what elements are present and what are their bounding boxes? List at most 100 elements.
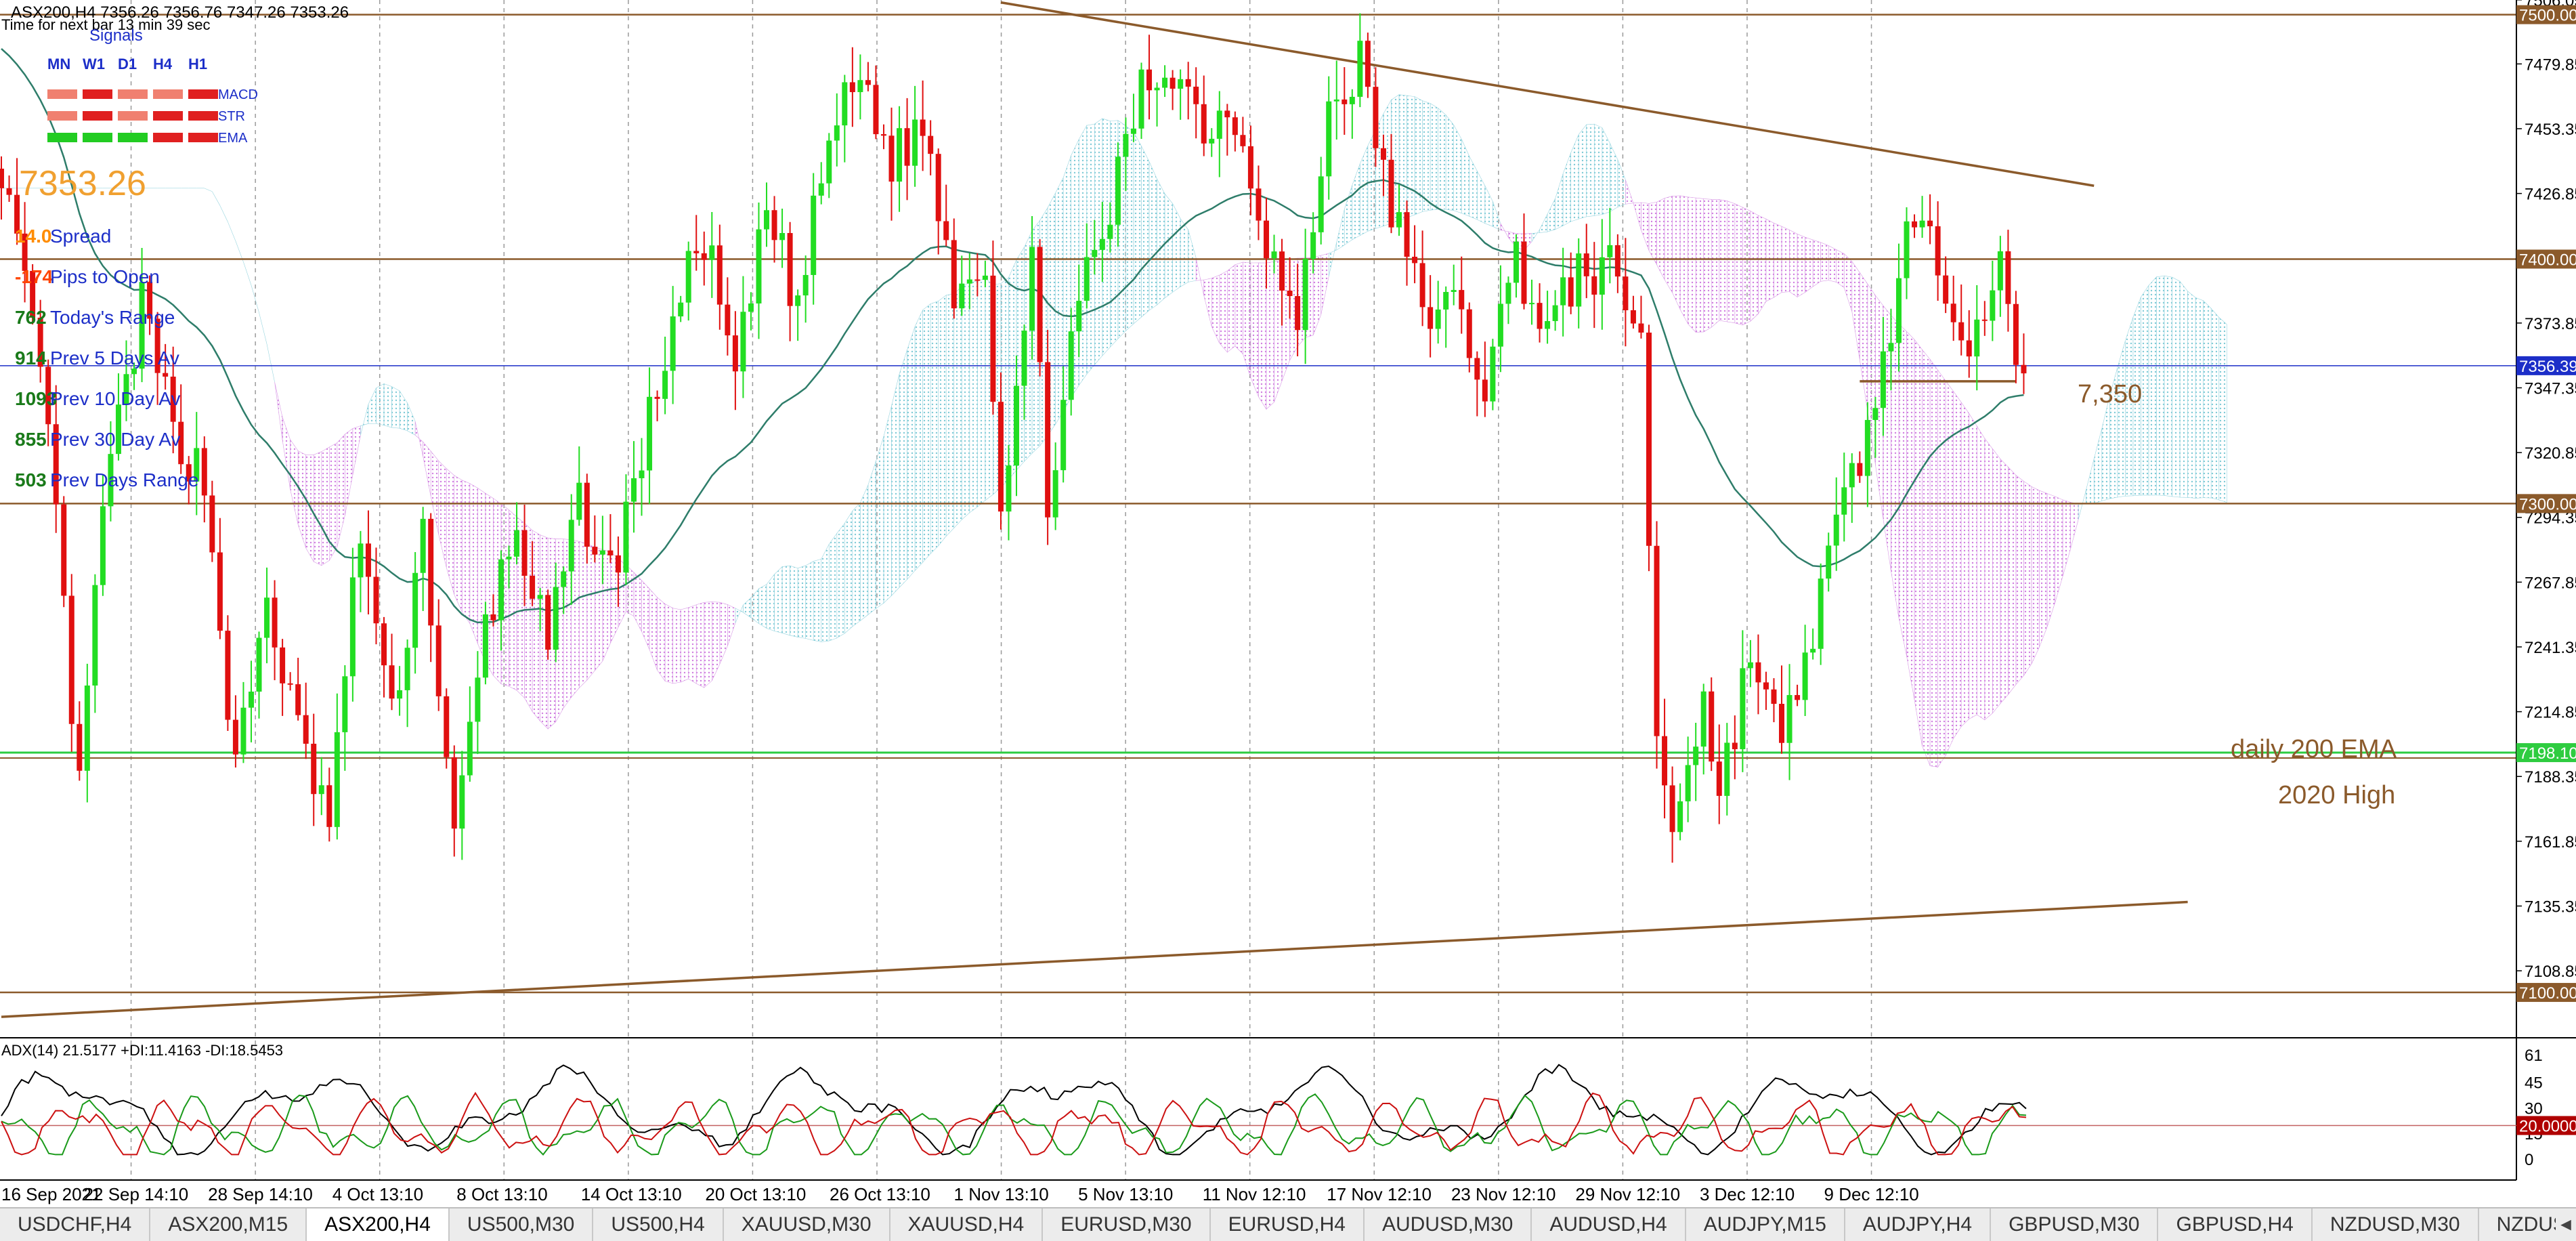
cloud-segment bbox=[595, 547, 603, 671]
price-label-box bbox=[2516, 494, 2576, 513]
signal-cell bbox=[47, 89, 77, 99]
candle-body bbox=[1755, 662, 1761, 683]
chart[interactable]: 7506.057479.857453.357426.857400.357373.… bbox=[0, 0, 2576, 1207]
candle-body bbox=[1466, 309, 1472, 358]
candle-body bbox=[115, 404, 121, 455]
cloud-segment bbox=[1586, 123, 1595, 217]
chart-tab[interactable]: GBPUSD,M30 bbox=[1991, 1208, 2159, 1241]
tab-scroll-left-icon[interactable]: ◄ bbox=[2556, 1208, 2576, 1240]
price-label: 7198.10 bbox=[2519, 744, 2576, 763]
y-tick-label: 7453.35 bbox=[2525, 121, 2576, 139]
signal-cell bbox=[153, 111, 183, 121]
signal-cell bbox=[83, 89, 112, 99]
cloud-segment bbox=[844, 510, 853, 634]
candle-body bbox=[1802, 652, 1808, 700]
candle-body bbox=[623, 501, 629, 573]
chart-tab[interactable]: AUDUSD,M30 bbox=[1365, 1208, 1532, 1241]
chart-tab[interactable]: XAUUSD,M30 bbox=[724, 1208, 890, 1241]
candle-body bbox=[1826, 545, 1832, 579]
candle-body bbox=[37, 317, 43, 367]
chart-tab[interactable]: AUDUSD,H4 bbox=[1532, 1208, 1686, 1241]
cloud-segment bbox=[1445, 114, 1455, 211]
candle-body bbox=[1169, 77, 1176, 89]
price-label-box bbox=[2516, 249, 2576, 269]
x-tick-label: 16 Sep 2021 bbox=[1, 1184, 101, 1204]
candle-body bbox=[201, 448, 207, 496]
cloud-segment bbox=[688, 604, 697, 684]
candle-body bbox=[615, 555, 621, 573]
candle-body bbox=[1365, 41, 1371, 87]
candle-body bbox=[163, 373, 169, 377]
candle-body bbox=[1545, 320, 1551, 329]
cloud-segment bbox=[1227, 264, 1236, 353]
cloud-segment bbox=[914, 310, 923, 572]
cloud-segment bbox=[2210, 308, 2220, 501]
chart-tab[interactable]: EURUSD,M30 bbox=[1043, 1208, 1211, 1241]
candle-body bbox=[1709, 691, 1715, 762]
cloud-segment bbox=[2141, 285, 2149, 496]
candle-body bbox=[802, 274, 809, 296]
chart-tab[interactable]: US500,M30 bbox=[450, 1208, 594, 1241]
candle-body bbox=[1130, 128, 1136, 134]
candle-body bbox=[514, 530, 520, 557]
candle-body bbox=[1232, 117, 1238, 135]
candle-body bbox=[1092, 249, 1098, 257]
chart-tab[interactable]: AUDJPY,M15 bbox=[1686, 1208, 1845, 1241]
chart-tab[interactable]: USDCHF,H4 bbox=[0, 1208, 151, 1241]
chart-tab[interactable]: ASX200,H4 bbox=[307, 1208, 450, 1241]
chart-tab[interactable]: ASX200,M15 bbox=[150, 1208, 307, 1241]
chart-tab[interactable]: AUDJPY,H4 bbox=[1845, 1208, 1992, 1241]
candle-body bbox=[1482, 379, 1488, 402]
candle-body bbox=[1880, 351, 1886, 408]
trendline bbox=[1, 900, 2188, 1018]
candle-body bbox=[1552, 305, 1558, 321]
chart-tab[interactable]: XAUUSD,H4 bbox=[890, 1208, 1044, 1241]
cloud-segment bbox=[899, 350, 907, 588]
cloud-segment bbox=[1219, 270, 1228, 353]
cloud-segment bbox=[2000, 458, 2009, 704]
candle-body bbox=[1216, 110, 1222, 139]
cloud-segment bbox=[695, 602, 705, 688]
cloud-segment bbox=[313, 451, 322, 566]
candle-body bbox=[53, 424, 59, 505]
candle-body bbox=[1786, 695, 1793, 743]
candle-body bbox=[1201, 104, 1207, 144]
price-label: 7400.00 bbox=[2519, 251, 2576, 270]
candle-body bbox=[1895, 278, 1902, 343]
cloud-segment bbox=[1695, 197, 1704, 333]
cloud-segment bbox=[578, 541, 588, 689]
candle-body bbox=[349, 577, 356, 677]
candle-body bbox=[1138, 69, 1144, 129]
candle-body bbox=[779, 233, 786, 240]
candle-body bbox=[1740, 668, 1746, 749]
candle-body bbox=[928, 135, 934, 154]
chart-tab[interactable]: NZDUSD,M30 bbox=[2313, 1208, 2479, 1241]
cloud-segment bbox=[2195, 297, 2204, 499]
candle-body bbox=[1841, 487, 1847, 515]
candle-body bbox=[92, 585, 98, 686]
candle-body bbox=[1107, 224, 1113, 239]
candle-body bbox=[482, 614, 488, 678]
signal-timeframe: MN bbox=[47, 56, 70, 72]
chart-tab[interactable]: EURUSD,H4 bbox=[1211, 1208, 1365, 1241]
candle-body bbox=[1685, 765, 1691, 801]
candle-body bbox=[381, 623, 387, 666]
y-tick-label: 7373.85 bbox=[2525, 315, 2576, 333]
candle-body bbox=[670, 316, 676, 371]
chart-tab[interactable]: GBPUSD,H4 bbox=[2158, 1208, 2313, 1241]
cloud-segment bbox=[821, 544, 830, 642]
candle-body bbox=[1123, 133, 1129, 157]
candle-body bbox=[990, 275, 996, 402]
y-tick-label: 7108.85 bbox=[2525, 963, 2576, 981]
price-axis: 7506.057479.857453.357426.857400.357373.… bbox=[2516, 0, 2576, 1180]
candle-body bbox=[709, 245, 715, 260]
y-tick-label: 7241.35 bbox=[2525, 639, 2576, 657]
candle-body bbox=[1185, 79, 1191, 87]
candle-body bbox=[225, 631, 231, 720]
signal-cell bbox=[47, 133, 77, 142]
candle-body bbox=[1279, 251, 1285, 291]
cloud-segment bbox=[867, 461, 876, 616]
chart-tab[interactable]: US500,H4 bbox=[593, 1208, 724, 1241]
candle-body bbox=[318, 785, 324, 795]
